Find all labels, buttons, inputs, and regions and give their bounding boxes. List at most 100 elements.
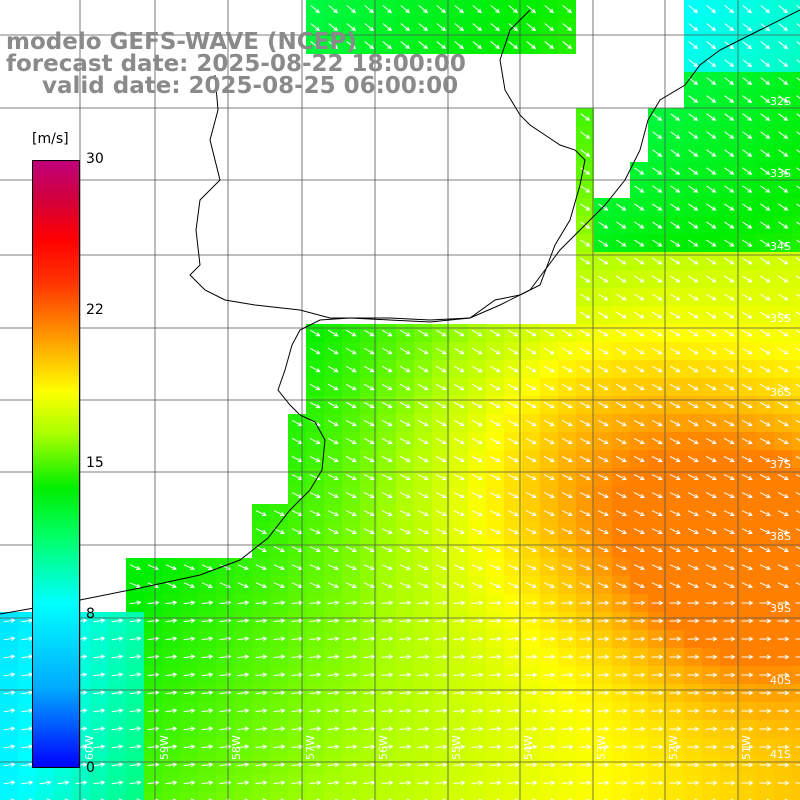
wind-arrow <box>759 708 772 714</box>
wind-arrow <box>598 329 609 337</box>
wind-arrow <box>615 744 628 750</box>
wind-arrow <box>309 438 321 445</box>
wind-arrow <box>796 293 800 297</box>
wind-arrow <box>741 672 754 678</box>
wind-arrow <box>471 365 483 373</box>
wind-arrow <box>280 798 285 800</box>
wind-arrow <box>544 5 555 14</box>
wind-arrow <box>561 546 573 553</box>
wind-arrow <box>579 365 591 373</box>
wind-arrow <box>543 347 555 355</box>
wind-arrow <box>760 311 771 319</box>
wind-arrow <box>687 510 699 517</box>
wind-arrow <box>724 293 735 301</box>
wind-arrow <box>723 618 736 624</box>
wind-arrow <box>400 329 411 337</box>
wind-arrow <box>561 528 573 535</box>
wind-cell <box>180 792 198 800</box>
wind-arrow <box>777 726 790 732</box>
wind-arrow <box>597 708 610 714</box>
wind-arrow <box>489 708 502 714</box>
wind-arrow <box>615 672 628 678</box>
wind-arrow <box>345 564 357 571</box>
wind-arrow <box>634 329 645 337</box>
wind-arrow <box>381 708 394 714</box>
wind-arrow <box>3 744 16 750</box>
wind-arrow <box>507 383 519 391</box>
wind-arrow <box>651 582 664 589</box>
wind-arrow <box>706 5 717 14</box>
wind-arrow <box>580 311 591 319</box>
wind-arrow <box>580 203 591 211</box>
wind-arrow <box>579 564 591 571</box>
wind-arrow <box>796 113 800 117</box>
wind-arrow <box>615 582 628 589</box>
wind-arrow <box>687 780 700 786</box>
wind-arrow <box>561 708 574 714</box>
wind-arrow <box>760 113 771 121</box>
wind-arrow <box>723 726 736 732</box>
wind-arrow <box>795 510 800 514</box>
wind-arrow <box>778 239 789 247</box>
wind-arrow <box>687 564 699 571</box>
wind-arrow <box>309 365 321 373</box>
wind-arrow <box>453 492 465 499</box>
wind-arrow <box>777 564 789 571</box>
wind-cell <box>792 432 800 450</box>
wind-arrow <box>777 780 790 786</box>
wind-arrow <box>633 419 645 427</box>
wind-arrow <box>345 438 357 445</box>
wind-arrow <box>706 293 717 301</box>
wind-arrow <box>370 798 375 800</box>
wind-arrow <box>244 798 249 800</box>
wind-arrow <box>795 492 800 496</box>
wind-arrow <box>561 672 574 678</box>
wind-arrow <box>507 510 519 517</box>
wind-arrow <box>399 347 411 355</box>
wind-arrow <box>742 77 753 86</box>
wind-arrow <box>526 329 537 337</box>
wind-arrow <box>778 5 789 14</box>
wind-arrow <box>363 564 375 571</box>
wind-arrow <box>381 564 393 571</box>
wind-arrow <box>562 23 573 32</box>
wind-arrow <box>687 690 700 696</box>
wind-arrow <box>723 419 735 427</box>
colorbar-tick-0: 0 <box>86 760 95 776</box>
wind-arrow <box>597 474 609 481</box>
wind-arrow <box>399 780 412 786</box>
wind-arrow <box>687 618 700 624</box>
wind-arrow <box>345 528 357 535</box>
wind-arrow <box>724 275 735 283</box>
lon-label: 51W <box>740 735 753 760</box>
wind-arrow <box>328 23 339 32</box>
wind-arrow <box>615 383 627 391</box>
wind-arrow <box>381 365 393 373</box>
wind-arrow <box>93 672 106 678</box>
wind-cell <box>792 252 800 270</box>
wind-arrow <box>633 690 646 696</box>
wind-arrow <box>435 654 448 660</box>
wind-arrow <box>579 419 591 427</box>
wind-arrow <box>687 401 699 409</box>
lat-label: 35S <box>770 312 791 325</box>
wind-arrow <box>579 528 591 535</box>
wind-arrow <box>417 546 429 553</box>
wind-arrow <box>669 762 682 768</box>
wind-arrow <box>579 383 591 391</box>
wind-arrow <box>687 708 700 714</box>
wind-arrow <box>201 654 214 660</box>
wind-arrow <box>795 620 800 622</box>
wind-arrow <box>147 600 160 606</box>
wind-arrow <box>345 600 358 606</box>
wind-arrow <box>381 780 394 786</box>
wind-arrow <box>291 744 304 750</box>
wind-arrow <box>316 798 321 800</box>
wind-arrow <box>489 762 502 768</box>
wind-arrow <box>597 600 610 606</box>
wind-arrow <box>796 167 800 171</box>
wind-arrow <box>741 492 753 499</box>
wind-arrow <box>327 726 340 732</box>
wind-arrow <box>760 5 771 14</box>
wind-arrow <box>634 239 645 247</box>
